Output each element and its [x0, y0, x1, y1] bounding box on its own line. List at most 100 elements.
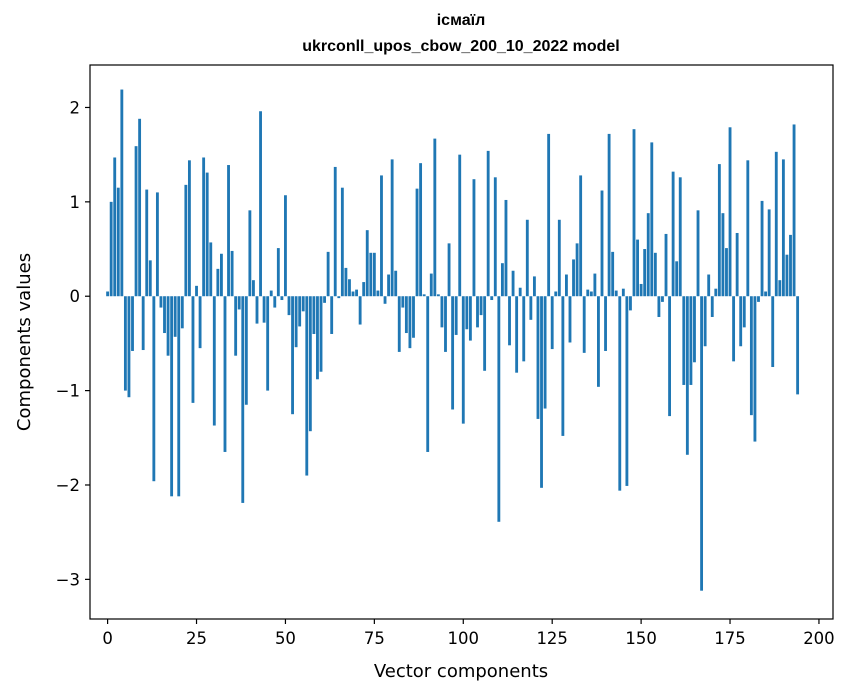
bar-107	[486, 150, 490, 297]
bar-2	[113, 157, 117, 297]
bar-113	[508, 296, 511, 346]
bar-20	[177, 296, 181, 497]
bar-100	[461, 296, 465, 424]
bars-group	[106, 89, 800, 591]
bar-133	[579, 175, 583, 297]
bar-29	[209, 242, 213, 297]
bar-138	[597, 296, 600, 387]
bar-184	[760, 200, 764, 297]
bar-164	[689, 296, 693, 385]
bar-194	[796, 296, 800, 395]
bar-79	[387, 274, 391, 297]
bar-58	[312, 296, 316, 334]
bar-153	[650, 142, 654, 297]
bar-31	[216, 268, 220, 297]
bar-162	[682, 296, 686, 385]
bar-101	[465, 296, 469, 330]
bar-45	[266, 296, 270, 391]
bar-129	[565, 274, 568, 297]
bar-108	[490, 296, 494, 301]
bar-146	[625, 296, 629, 486]
bar-142	[611, 251, 615, 297]
bar-34	[227, 165, 230, 297]
bar-77	[380, 175, 383, 297]
bar-149	[636, 239, 639, 297]
bar-151	[643, 249, 647, 297]
bar-17	[166, 296, 170, 356]
bar-124	[547, 133, 551, 297]
bar-23	[187, 160, 191, 297]
bar-116	[518, 287, 522, 297]
bar-6	[127, 296, 131, 398]
bar-70	[355, 289, 358, 297]
bar-52	[291, 296, 294, 415]
bar-172	[717, 164, 721, 297]
bar-139	[600, 190, 604, 297]
bar-154	[653, 252, 657, 297]
bar-33	[223, 296, 227, 452]
bar-5	[123, 296, 127, 391]
x-tick-label-125: 125	[536, 629, 568, 648]
bar-131	[572, 259, 575, 297]
bar-120	[532, 276, 536, 297]
bar-115	[515, 296, 519, 373]
bar-161	[678, 177, 682, 297]
bar-56	[305, 296, 309, 476]
bar-186	[767, 209, 771, 297]
bar-22	[184, 184, 188, 297]
bar-174	[725, 248, 728, 297]
x-tick-label-175: 175	[714, 629, 746, 648]
bar-137	[593, 273, 597, 297]
bar-30	[212, 296, 216, 426]
bar-112	[504, 199, 508, 297]
x-axis-label: Vector components	[374, 661, 548, 682]
bar-76	[376, 290, 380, 297]
bar-94	[440, 296, 444, 328]
x-tick-label-200: 200	[803, 629, 835, 648]
bar-165	[693, 296, 696, 363]
bar-54	[298, 296, 302, 327]
bar-19	[173, 296, 177, 337]
bar-121	[536, 296, 540, 419]
bar-156	[661, 296, 664, 302]
bar-83	[401, 296, 405, 308]
bar-169	[707, 274, 711, 297]
bar-14	[155, 192, 159, 297]
bar-41	[252, 280, 255, 297]
bar-102	[468, 296, 472, 341]
bar-163	[685, 296, 689, 455]
bar-91	[429, 273, 433, 297]
bar-159	[671, 171, 675, 297]
bar-82	[397, 296, 401, 352]
bar-135	[586, 289, 590, 297]
bar-158	[668, 296, 671, 417]
y-tick-label-0: 0	[70, 287, 81, 306]
bar-89	[422, 294, 426, 297]
bar-95	[444, 296, 447, 352]
chart-subtitle: ukrconll_upos_cbow_200_10_2022 model	[302, 38, 619, 55]
bar-190	[781, 159, 785, 297]
bar-11	[145, 189, 149, 297]
bar-9	[138, 118, 142, 297]
bar-128	[561, 296, 565, 436]
bar-0	[106, 291, 110, 297]
bar-168	[703, 296, 707, 347]
bar-21	[180, 296, 184, 329]
bar-63	[330, 296, 334, 334]
x-tick-label-150: 150	[625, 629, 657, 648]
bar-171	[714, 288, 718, 297]
bar-188	[774, 151, 778, 297]
bar-111	[500, 263, 504, 297]
bar-50	[284, 195, 287, 297]
bar-18	[170, 296, 174, 497]
bar-1	[109, 201, 113, 297]
bar-25	[195, 285, 198, 297]
bar-110	[497, 296, 501, 522]
bar-85	[408, 296, 412, 349]
y-tick-label--3: −3	[56, 570, 80, 589]
bar-134	[582, 296, 586, 353]
bar-55	[301, 296, 305, 312]
x-tick-label-0: 0	[102, 629, 113, 648]
